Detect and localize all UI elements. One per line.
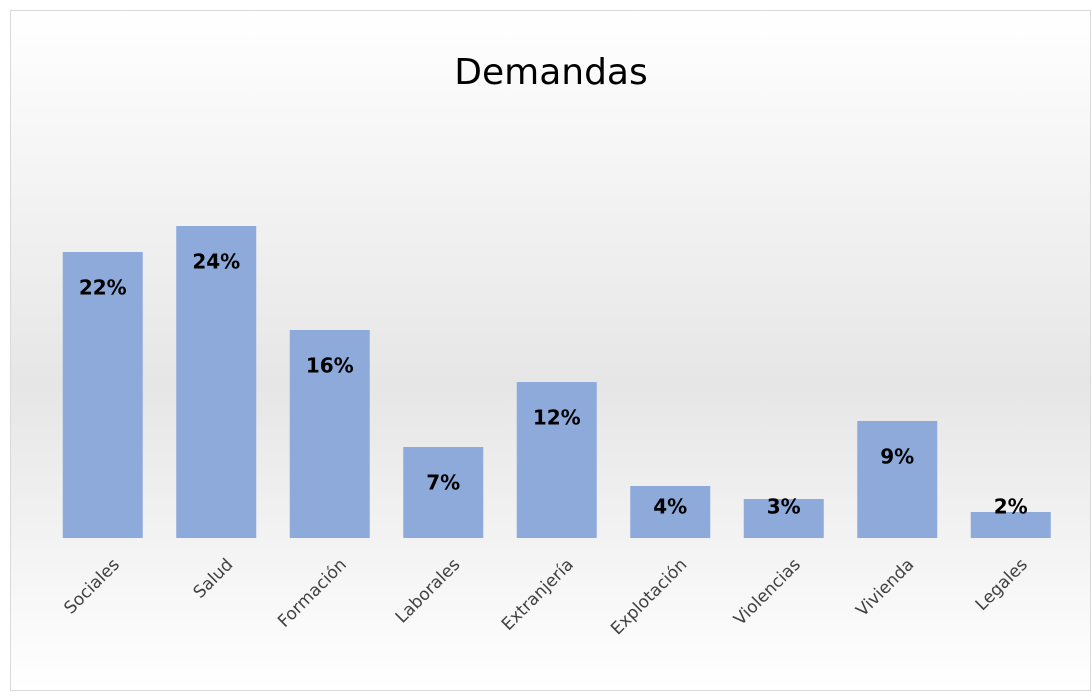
bar <box>176 226 257 538</box>
data-label: 9% <box>880 445 914 469</box>
data-label: 4% <box>653 495 687 519</box>
bar <box>857 421 938 538</box>
bar <box>403 447 484 538</box>
chart-title: Demandas <box>454 52 647 93</box>
bar <box>289 330 370 538</box>
bar <box>62 252 143 538</box>
data-label: 3% <box>767 495 801 519</box>
data-label: 16% <box>306 354 354 378</box>
bar <box>970 512 1051 538</box>
bar <box>743 499 824 538</box>
data-label: 24% <box>192 250 240 274</box>
bar <box>630 486 711 538</box>
data-label: 22% <box>79 276 127 300</box>
data-label: 2% <box>994 495 1028 519</box>
data-label: 7% <box>426 471 460 495</box>
data-label: 12% <box>533 406 581 430</box>
bar <box>516 382 597 538</box>
